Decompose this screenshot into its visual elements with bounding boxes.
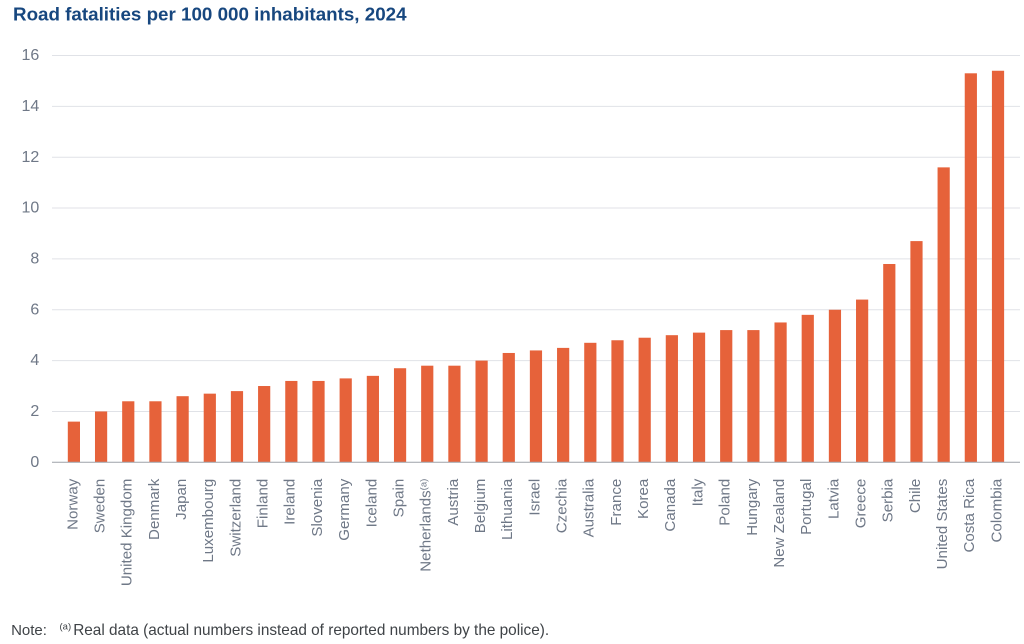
svg-text:Hungary: Hungary	[744, 478, 761, 536]
svg-text:Serbia: Serbia	[880, 478, 897, 522]
svg-text:Korea: Korea	[635, 478, 652, 519]
svg-text:Denmark: Denmark	[146, 478, 163, 540]
svg-text:Canada: Canada	[662, 478, 679, 531]
svg-text:Lithuania: Lithuania	[499, 478, 516, 540]
svg-text:Portugal: Portugal	[798, 479, 815, 535]
svg-text:Norway: Norway	[64, 478, 81, 530]
svg-text:Poland: Poland	[717, 479, 734, 526]
svg-text:4: 4	[30, 352, 39, 369]
svg-text:United States: United States	[934, 479, 951, 570]
svg-text:Costa Rica: Costa Rica	[961, 478, 978, 552]
svg-text:Australia: Australia	[581, 478, 598, 537]
svg-text:2: 2	[30, 403, 39, 420]
svg-text:Japan: Japan	[173, 479, 190, 520]
svg-text:Ireland: Ireland	[282, 479, 299, 525]
svg-text:Note:: Note:	[11, 622, 47, 639]
svg-text:10: 10	[22, 200, 40, 217]
svg-text:Czechia: Czechia	[554, 478, 571, 533]
svg-text:Sweden: Sweden	[91, 479, 108, 534]
svg-text:Real data (actual numbers inst: Real data (actual numbers instead of rep…	[73, 622, 549, 639]
svg-text:16: 16	[22, 47, 40, 64]
svg-text:Greece: Greece	[853, 479, 870, 529]
svg-text:Iceland: Iceland	[363, 479, 380, 528]
svg-text:Slovenia: Slovenia	[309, 478, 326, 537]
svg-text:12: 12	[22, 149, 40, 166]
svg-text:Israel: Israel	[526, 479, 543, 516]
svg-text:Italy: Italy	[689, 478, 706, 506]
svg-text:Road fatalities per 100 000 in: Road fatalities per 100 000 inhabitants,…	[13, 3, 407, 24]
svg-text:Netherlands(a): Netherlands(a)	[418, 479, 435, 572]
svg-text:France: France	[608, 479, 625, 526]
svg-text:(a): (a)	[60, 622, 72, 633]
svg-text:Luxembourg: Luxembourg	[200, 479, 217, 563]
svg-text:Switzerland: Switzerland	[227, 479, 244, 557]
svg-text:Belgium: Belgium	[472, 479, 489, 534]
svg-text:Chile: Chile	[907, 479, 924, 513]
svg-text:Austria: Austria	[445, 478, 462, 526]
svg-text:New Zealand: New Zealand	[771, 479, 788, 568]
svg-text:Colombia: Colombia	[988, 478, 1005, 542]
svg-text:Germany: Germany	[336, 478, 353, 541]
svg-text:8: 8	[30, 251, 39, 268]
svg-text:Latvia: Latvia	[825, 478, 842, 519]
svg-text:0: 0	[30, 454, 39, 471]
svg-text:6: 6	[30, 301, 39, 318]
svg-text:Spain: Spain	[390, 479, 407, 518]
svg-text:14: 14	[22, 98, 40, 115]
svg-text:Finland: Finland	[255, 479, 272, 529]
svg-text:United Kingdom: United Kingdom	[119, 479, 136, 586]
